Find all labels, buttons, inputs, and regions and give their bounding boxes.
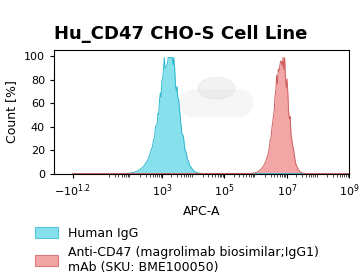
X-axis label: APC-A: APC-A (183, 205, 220, 218)
Legend: Human IgG, Anti-CD47 (magrolimab biosimilar;IgG1)
mAb (SKU: BME100050): Human IgG, Anti-CD47 (magrolimab biosimi… (35, 227, 319, 274)
Y-axis label: Count [%]: Count [%] (5, 81, 18, 143)
Text: Hu_CD47 CHO-S Cell Line: Hu_CD47 CHO-S Cell Line (54, 25, 307, 43)
